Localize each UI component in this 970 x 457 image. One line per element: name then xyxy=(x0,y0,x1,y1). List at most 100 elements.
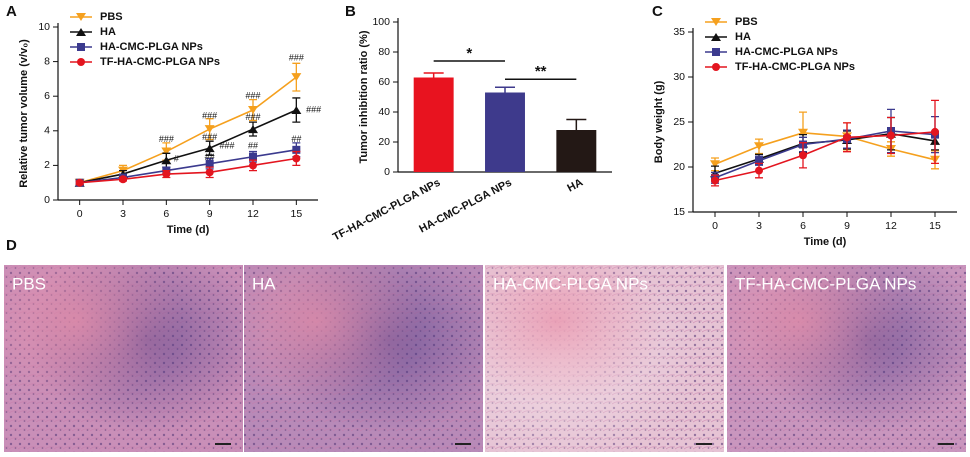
histology-shade xyxy=(4,265,243,452)
marker xyxy=(161,147,172,156)
annotation: ### xyxy=(306,104,321,114)
series-line xyxy=(79,157,297,184)
annotation: ### xyxy=(289,53,304,63)
y-tick-label: 0 xyxy=(44,194,50,206)
y-tick-label: 10 xyxy=(38,21,50,33)
marker xyxy=(204,125,215,134)
x-tick-label: 12 xyxy=(885,220,897,232)
legend-label: HA-CMC-PLGA NPs xyxy=(100,41,203,53)
series-line xyxy=(714,132,936,175)
series-line xyxy=(79,149,297,184)
legend-marker xyxy=(711,33,721,41)
marker xyxy=(798,128,808,137)
y-tick-label: 15 xyxy=(673,206,685,218)
marker xyxy=(755,166,763,175)
x-tick-label: 0 xyxy=(712,220,718,232)
panel-label: A xyxy=(6,3,17,20)
panel-label: D xyxy=(6,237,17,254)
y-tick-label: 8 xyxy=(44,55,50,67)
bar xyxy=(556,130,597,172)
legend-label: HA xyxy=(100,26,116,38)
legend-marker xyxy=(711,18,721,26)
x-axis-title: Time (d) xyxy=(167,224,210,236)
series-line xyxy=(79,76,297,184)
marker xyxy=(248,125,258,134)
marker xyxy=(291,73,302,82)
y-tick-label: 4 xyxy=(44,125,50,137)
x-tick-label: 9 xyxy=(207,208,213,220)
marker xyxy=(119,175,127,184)
annotation: ## xyxy=(205,152,215,162)
marker xyxy=(754,142,764,151)
y-tick-label: 60 xyxy=(378,76,390,88)
annotation: ## xyxy=(291,134,301,144)
legend-label: TF-HA-CMC-PLGA NPs xyxy=(735,61,855,73)
x-tick-label: 3 xyxy=(756,220,762,232)
error-bar xyxy=(423,72,444,78)
panel-label: C xyxy=(652,3,663,20)
y-tick-label: 6 xyxy=(44,90,50,102)
image-label: HA-CMC-PLGA NPs xyxy=(493,274,648,293)
legend-marker xyxy=(77,43,85,51)
y-tick-label: 35 xyxy=(673,26,685,38)
x-tick-label: 9 xyxy=(844,220,850,232)
annotation: ### xyxy=(219,141,234,151)
bar xyxy=(485,92,525,172)
legend-label: TF-HA-CMC-PLGA NPs xyxy=(100,56,220,68)
histology-shade xyxy=(244,265,483,452)
marker xyxy=(162,170,171,179)
significance-label: ** xyxy=(535,63,547,80)
legend-label: HA-CMC-PLGA NPs xyxy=(735,46,838,58)
marker xyxy=(291,106,302,115)
marker xyxy=(292,145,301,154)
y-tick-label: 20 xyxy=(673,161,685,173)
bar xyxy=(413,77,454,172)
marker xyxy=(249,152,257,161)
histology-shade xyxy=(485,265,724,452)
legend-marker xyxy=(76,28,86,36)
significance-label: * xyxy=(466,45,472,62)
marker xyxy=(755,156,763,165)
legend-label: PBS xyxy=(100,11,123,23)
marker xyxy=(75,178,84,187)
marker xyxy=(931,127,939,136)
legend-label: PBS xyxy=(735,16,758,28)
y-tick-label: 100 xyxy=(372,16,390,28)
annotation: ## xyxy=(248,141,258,151)
histology-shade xyxy=(727,265,966,452)
marker xyxy=(205,159,214,168)
legend-marker xyxy=(76,13,86,21)
annotation: ### xyxy=(245,91,260,101)
x-tick-label: 6 xyxy=(800,220,806,232)
panel-label: B xyxy=(345,3,356,20)
y-tick-label: 25 xyxy=(673,116,685,128)
series-line xyxy=(714,130,936,179)
x-tick-label: 15 xyxy=(929,220,941,232)
marker xyxy=(248,106,258,115)
annotation: ### xyxy=(159,134,174,144)
annotation: ### xyxy=(245,112,260,122)
image-label: PBS xyxy=(12,274,46,293)
x-tick-label: 12 xyxy=(247,208,259,220)
series-line xyxy=(714,131,936,182)
marker xyxy=(843,133,851,142)
legend-marker xyxy=(712,63,720,71)
marker xyxy=(204,144,215,153)
error-bar xyxy=(495,86,515,93)
marker xyxy=(249,161,257,170)
marker xyxy=(887,131,895,140)
marker xyxy=(799,151,807,160)
x-tick-label: 6 xyxy=(163,208,169,220)
annotation: ### xyxy=(202,110,217,120)
y-tick-label: 0 xyxy=(384,166,390,178)
marker xyxy=(711,176,719,185)
legend-marker xyxy=(77,58,85,66)
error-bar xyxy=(566,118,587,130)
series-line xyxy=(714,131,936,166)
annotation: ### xyxy=(202,132,217,142)
series-line xyxy=(79,109,297,184)
y-axis-title: Tumor inhibition ratio (%) xyxy=(358,30,370,163)
marker xyxy=(292,154,301,163)
y-tick-label: 80 xyxy=(378,46,390,58)
